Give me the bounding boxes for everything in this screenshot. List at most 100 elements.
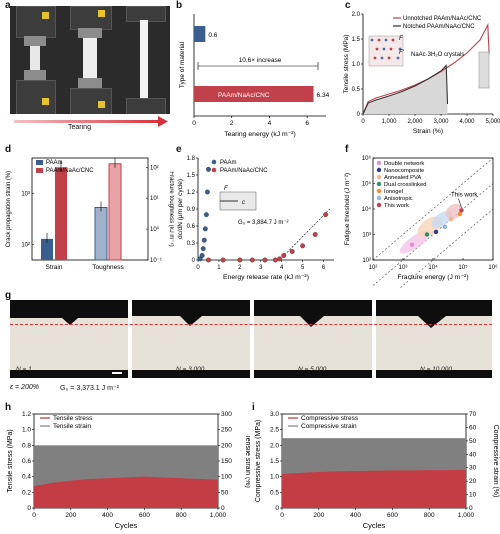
f-point-3: [424, 232, 430, 237]
h-ylabel-left: Tensile stress (MPa): [7, 429, 14, 492]
crack-photo-4: N = 10,000: [376, 300, 492, 378]
f-y-tick-label: 10⁵: [362, 181, 372, 188]
e-y-tick-label: 1.8: [187, 156, 196, 162]
d-bar-strain-1: [55, 167, 67, 260]
tearing-label: Tearing: [68, 124, 91, 131]
c-y-tick-label: 2.0: [352, 12, 361, 18]
f-x-tick-label: 10⁴: [428, 264, 438, 271]
e-x-tick-label: 4: [280, 265, 284, 271]
c-inset-f: F: [399, 36, 403, 42]
c-legend-label-0: Unnotched PAAm/NaAc/CNC: [403, 16, 482, 22]
lower-clamp-2: [70, 88, 112, 114]
e-point-1: [289, 249, 295, 254]
chart-e: 0 1 2 3 4 5 6 0 0.3 0.6 0.9 1.2 1.5 1.8 PAAm PAAm/NaAc/…: [177, 156, 334, 281]
crack-reference-line: [10, 324, 492, 325]
i-x-tick-label: 600: [387, 512, 398, 519]
warning-sticker-2: [98, 10, 105, 17]
e-point-0: [206, 166, 211, 172]
specimen-1: [30, 46, 40, 70]
f-xlabel: Fracture energy (J m⁻²): [397, 274, 468, 281]
f-legend-marker-5: [376, 195, 382, 201]
c-x-tick-label: 5,000: [485, 119, 500, 125]
b-value-label-paam: 0.6: [208, 32, 217, 39]
i-y-tick-label-right: 10: [469, 492, 477, 499]
i-y-tick-label-left: 2.0: [270, 442, 279, 449]
e-point-0: [199, 253, 205, 258]
i-y-tick-label-left: 3.0: [270, 411, 279, 418]
f-legend-label-1: Nanocomposite: [384, 168, 424, 174]
tearing-photo: [10, 6, 170, 114]
d-category-label: Strain: [46, 264, 63, 271]
panel-label-a: a: [5, 0, 11, 11]
e-point-1: [312, 232, 318, 237]
i-y-tick-label-left: 0: [275, 505, 279, 512]
b-x-tick-label: 2: [230, 120, 234, 127]
f-point-4: [457, 211, 463, 217]
cycle-label-4: N = 10,000: [420, 366, 452, 373]
e-ylabel: dc/dN (μm per cycle): [177, 179, 184, 239]
e-fit-line: [279, 208, 331, 261]
e-point-1: [272, 257, 278, 263]
f-y-tick-label: 10³: [362, 233, 371, 239]
f-y-tick-label: 10⁶: [362, 155, 372, 162]
c-inset-particle: [382, 47, 386, 51]
chart-c: 0 1,000 2,000 3,000 4,000 5,000 0 0.5 1.0 1.5 2.0 U…: [343, 12, 500, 135]
f-legend-label-5: Anisotropic: [384, 196, 413, 202]
i-x-tick-label: 0: [280, 512, 284, 519]
c-specimen-photo: [478, 51, 490, 89]
specimen-3: [140, 20, 148, 98]
d-legend-swatch-1: [36, 168, 43, 173]
d-legend-swatch-0: [36, 160, 43, 165]
e-legend-marker-0: [211, 159, 217, 165]
e-point-1: [206, 257, 211, 263]
d-left-tick-label: 10³: [21, 192, 30, 198]
h-y-tick-label-right: 200: [221, 442, 232, 449]
crack-photo-3: N = 5,000: [254, 300, 372, 378]
h-x-tick-label: 200: [65, 512, 76, 519]
f-legend-marker-0: [376, 160, 382, 166]
f-y-tick-label: 10⁴: [362, 206, 372, 213]
b-x-tick-label: 0: [192, 120, 196, 127]
i-x-tick-label: 800: [424, 512, 435, 519]
c-inset-crystal: NaAc·3H₂O crystals: [411, 52, 464, 58]
i-ylabel-right: Compressive strain (%): [492, 425, 499, 498]
c-series-line-1: [362, 64, 449, 115]
i-y-tick-label-left: 1.0: [270, 474, 279, 481]
c-ylabel: Tensile stress (MPa): [343, 35, 350, 94]
d-category-label: Toughness: [92, 264, 124, 271]
c-x-tick-label: 3,000: [433, 119, 449, 125]
d-legend-label-0: PAAm: [46, 160, 63, 166]
lower-clamp-1: [16, 80, 56, 114]
c-inset-particle: [377, 38, 381, 42]
h-stress-area: [34, 476, 218, 508]
crack-photo-1: N = 1: [10, 300, 128, 378]
e-point-1: [323, 212, 329, 218]
h-y-tick-label-right: 300: [221, 411, 232, 418]
h-y-tick-label-right: 50: [221, 489, 229, 496]
f-annotation: This work: [451, 191, 478, 198]
e-legend-marker-1: [211, 167, 217, 173]
panel-label-b: b: [176, 0, 183, 11]
i-x-tick-label: 200: [313, 512, 324, 519]
b-value-label-composite: 6.34: [317, 92, 330, 99]
h-y-tick-label-right: 100: [221, 474, 232, 481]
h-y-tick-label-left: 1.0: [22, 427, 31, 434]
chart-i: 0 200 400 600 800 1,00000.51.01.52.02.53.0010…: [255, 411, 499, 530]
h-ylabel-right: Tensile strain (%): [244, 434, 250, 488]
f-point-1: [433, 229, 439, 235]
f-legend-marker-4: [376, 188, 382, 194]
d-ylabel-left: Crack propagation strain (%): [6, 171, 12, 247]
e-point-1: [300, 243, 306, 249]
i-y-tick-label-left: 1.5: [270, 458, 279, 465]
f-point-6: [459, 208, 464, 213]
f-legend-marker-3: [376, 181, 382, 187]
b-bar-paam: [194, 26, 206, 42]
f-legend-label-6: This work: [384, 203, 409, 209]
h-y-tick-label-right: 0: [221, 505, 225, 512]
e-x-tick-label: 1: [217, 265, 221, 271]
c-inset-particle: [375, 47, 379, 51]
f-x-tick-label: 10³: [399, 265, 408, 271]
c-inset-particle: [380, 56, 384, 60]
f-x-tick-label: 10⁶: [488, 264, 498, 271]
f-x-tick-label: 10²: [369, 265, 378, 271]
